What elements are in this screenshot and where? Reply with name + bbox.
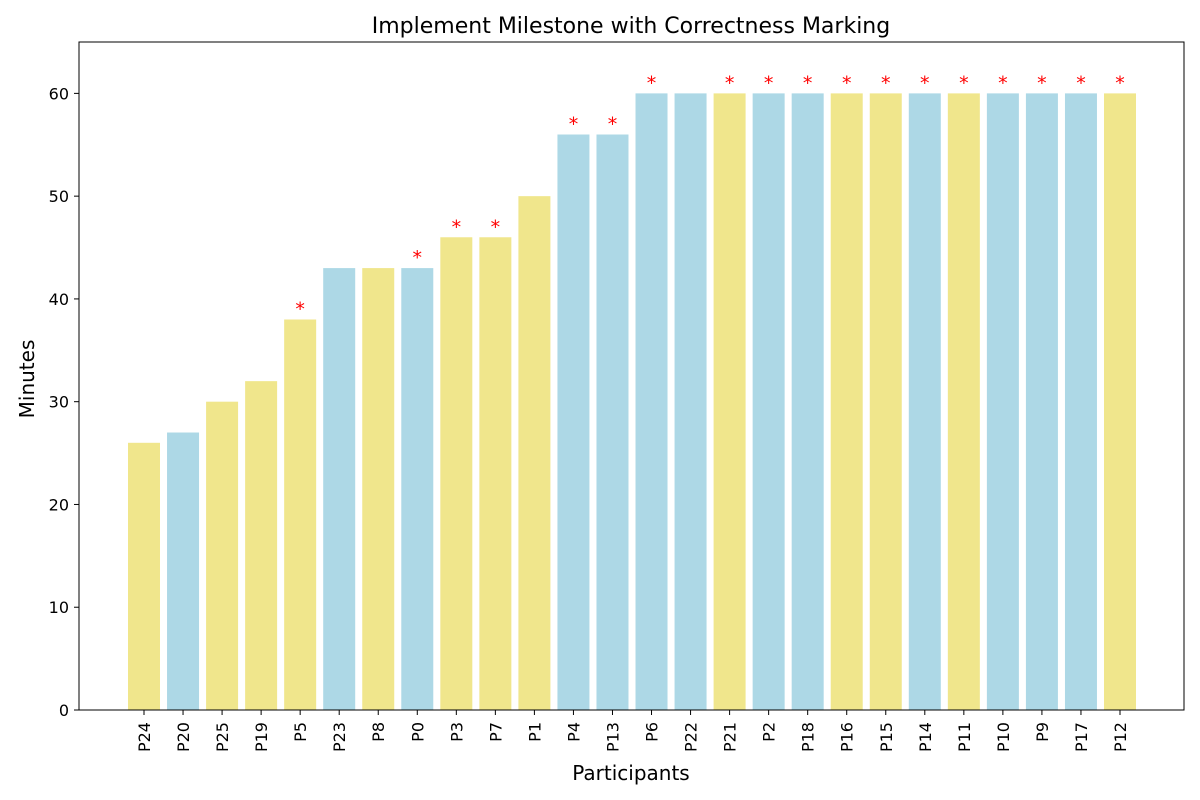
x-tick-label: P18 <box>799 722 818 752</box>
correctness-marker-p3: * <box>452 216 462 238</box>
x-tick-label: P1 <box>525 722 544 742</box>
bar-p7 <box>479 237 512 710</box>
correctness-marker-p2: * <box>764 72 774 94</box>
x-tick-label: P11 <box>955 722 974 752</box>
bar-p24 <box>128 442 160 710</box>
y-axis-label: Minutes <box>15 340 39 419</box>
bar-p8 <box>362 268 395 710</box>
bar-p6 <box>635 93 668 710</box>
bar-p4 <box>557 134 590 711</box>
chart-title: Implement Milestone with Correctness Mar… <box>372 14 890 39</box>
bar-p11 <box>947 93 980 710</box>
bar-p0 <box>401 268 434 710</box>
bar-p23 <box>323 268 356 710</box>
correctness-marker-p21: * <box>725 72 735 94</box>
x-tick-label: P15 <box>877 722 896 752</box>
bar-p5 <box>284 319 317 710</box>
plot-frame <box>78 41 1185 711</box>
x-tick-label: P20 <box>174 722 193 752</box>
x-tick-label: P24 <box>135 722 154 752</box>
bar-p9 <box>1025 93 1058 710</box>
x-tick-label: P13 <box>603 722 622 752</box>
x-tick-label: P17 <box>1072 722 1091 752</box>
x-tick-label: P2 <box>760 722 779 742</box>
bar-p2 <box>752 93 785 710</box>
correctness-marker-p10: * <box>998 72 1008 94</box>
correctness-marker-p7: * <box>491 216 501 238</box>
bar-p21 <box>713 93 746 710</box>
bar-p18 <box>791 93 824 710</box>
x-axis-label: Participants <box>572 761 689 785</box>
x-tick-label: P25 <box>213 722 232 752</box>
x-tick-label: P9 <box>1033 722 1052 742</box>
bar-p25 <box>206 401 239 710</box>
bar-p22 <box>674 93 707 710</box>
correctness-markers-group: * * * * * * * * * * * * * * * * * * <box>295 72 1124 320</box>
correctness-marker-p14: * <box>920 72 930 94</box>
x-tick-label: P8 <box>369 722 388 742</box>
x-tick-label: P6 <box>643 722 662 742</box>
x-tick-label: P0 <box>408 722 427 742</box>
correctness-marker-p13: * <box>608 113 618 135</box>
bar-p16 <box>830 93 863 710</box>
x-tick-label: P16 <box>838 722 857 752</box>
correctness-marker-p12: * <box>1115 72 1125 94</box>
correctness-marker-p4: * <box>569 113 579 135</box>
y-tick-label: 10 <box>49 598 69 617</box>
bar-p1 <box>518 196 551 710</box>
correctness-marker-p5: * <box>295 298 305 320</box>
y-tick-label: 30 <box>49 393 69 412</box>
x-tick-label: P4 <box>564 722 583 742</box>
y-tick-label: 60 <box>49 84 69 103</box>
bar-p15 <box>869 93 902 710</box>
x-axis: P24 P20 P25 P19 P5 P23 P8 P0 P3 P7 P1 P4 P13 P6 P22 P21… <box>135 710 1130 752</box>
x-tick-label: P12 <box>1111 722 1130 752</box>
x-tick-label: P14 <box>916 722 935 752</box>
bars-group <box>128 93 1136 711</box>
correctness-marker-p15: * <box>881 72 891 94</box>
correctness-marker-p9: * <box>1037 72 1047 94</box>
correctness-marker-p18: * <box>803 72 813 94</box>
x-tick-label: P22 <box>682 722 701 752</box>
correctness-marker-p17: * <box>1076 72 1086 94</box>
bar-p20 <box>167 432 200 710</box>
bar-p14 <box>908 93 941 710</box>
y-tick-label: 0 <box>59 701 69 720</box>
bar-p3 <box>440 237 473 710</box>
y-tick-label: 20 <box>49 495 69 514</box>
x-tick-label: P10 <box>994 722 1013 752</box>
correctness-marker-p6: * <box>647 72 657 94</box>
correctness-marker-p0: * <box>413 247 423 269</box>
bar-p13 <box>596 134 629 711</box>
correctness-marker-p16: * <box>842 72 852 94</box>
x-tick-label: P19 <box>252 722 271 752</box>
bar-p12 <box>1104 93 1136 710</box>
bar-p17 <box>1064 93 1097 710</box>
x-tick-label: P5 <box>291 722 310 742</box>
y-tick-label: 50 <box>49 187 69 206</box>
bar-p10 <box>986 93 1019 710</box>
correctness-marker-p11: * <box>959 72 969 94</box>
x-tick-label: P21 <box>721 722 740 752</box>
x-tick-label: P3 <box>447 722 466 742</box>
x-tick-label: P23 <box>330 722 349 752</box>
bar-p19 <box>245 381 278 710</box>
y-axis: 0 10 20 30 40 50 60 <box>49 84 79 720</box>
x-tick-label: P7 <box>486 722 505 742</box>
y-tick-label: 40 <box>49 290 69 309</box>
